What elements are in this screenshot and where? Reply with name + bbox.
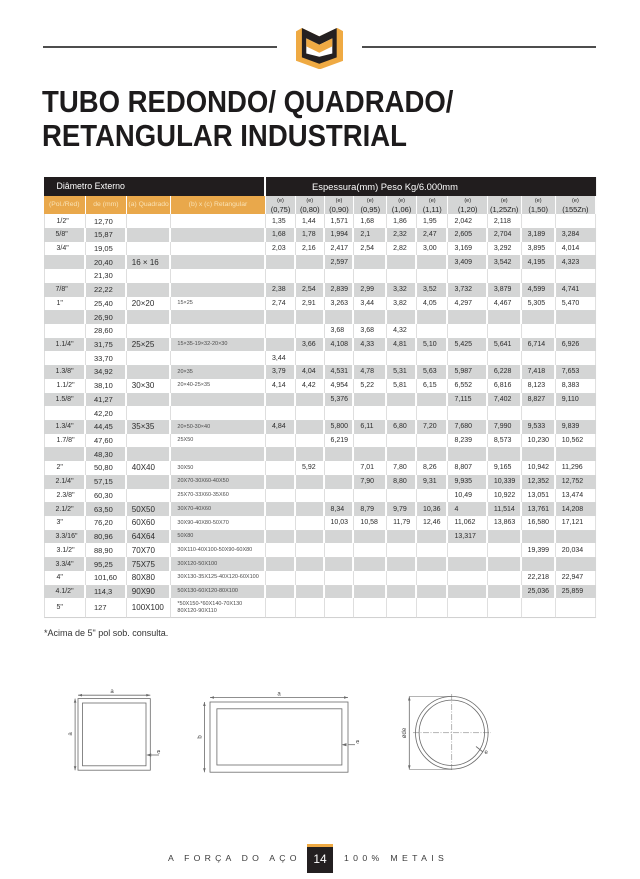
svg-text:øde: øde: [402, 727, 408, 738]
svg-text:e: e: [157, 750, 161, 756]
svg-text:b: b: [198, 735, 204, 739]
svg-text:e: e: [356, 739, 360, 745]
svg-text:a: a: [110, 689, 114, 695]
svg-text:e: e: [485, 750, 489, 756]
svg-text:a: a: [277, 691, 281, 697]
svg-text:a: a: [68, 732, 74, 736]
